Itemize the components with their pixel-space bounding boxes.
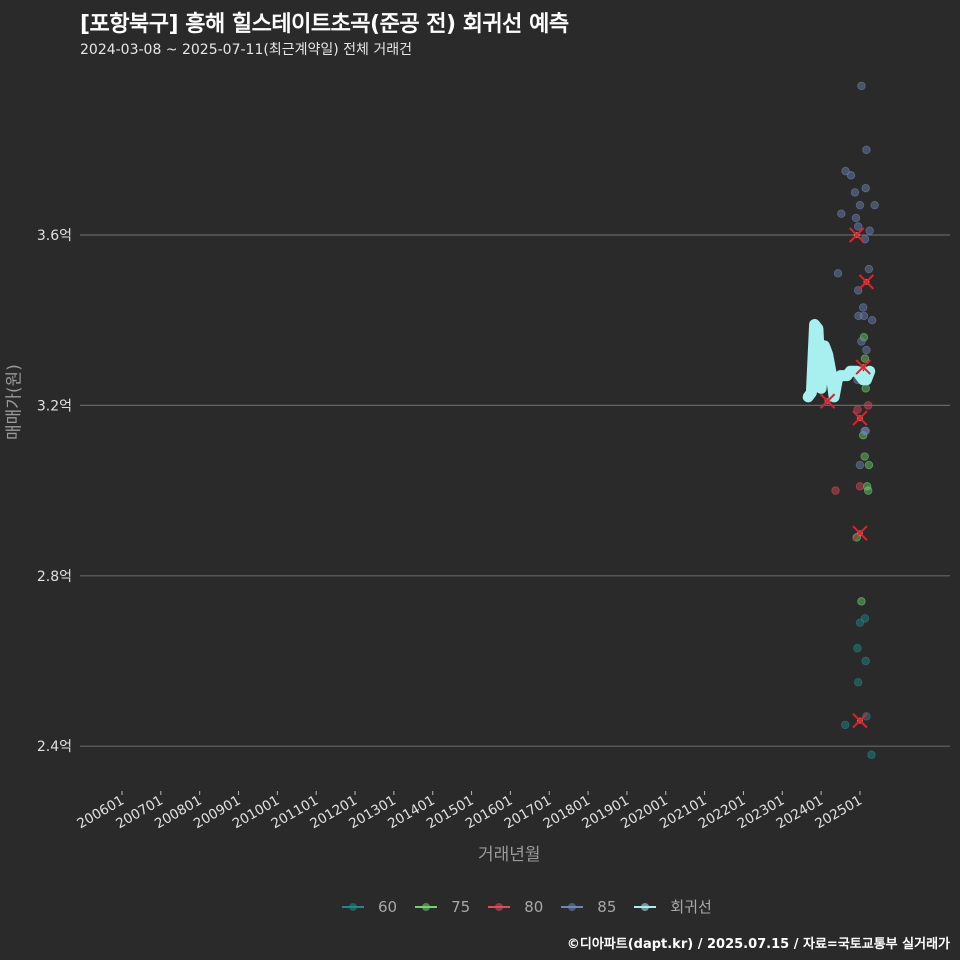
legend-label: 85: [597, 897, 617, 916]
data-point: [850, 188, 860, 197]
data-point: [861, 384, 870, 393]
data-point: [846, 171, 856, 180]
legend-label: 80: [524, 897, 544, 916]
data-point: [862, 712, 871, 721]
y-tick-label: 3.6억: [37, 228, 72, 244]
data-point: [867, 316, 877, 325]
data-point: [863, 401, 873, 410]
legend-key-icon: [486, 899, 512, 915]
legend-key-icon: [413, 899, 439, 915]
data-point: [862, 345, 871, 355]
data-point: [860, 452, 869, 461]
data-point: [859, 311, 869, 321]
scatter-points: [831, 81, 879, 759]
data-point: [861, 656, 870, 666]
y-tick-label: 2.4억: [37, 739, 72, 755]
data-point: [862, 482, 872, 491]
data-point: [858, 303, 868, 312]
legend-item-80: 80: [486, 898, 543, 916]
data-point: [837, 209, 846, 218]
data-point: [862, 145, 871, 154]
data-point: [853, 222, 863, 231]
data-point: [857, 81, 866, 91]
prediction-markers: [819, 227, 875, 729]
data-point: [864, 264, 874, 274]
data-point: [867, 750, 876, 759]
chart-title: [포항북구] 흥해 힐스테이트초곡(준공 전) 회귀선 예측: [80, 12, 569, 37]
data-point: [870, 200, 879, 210]
x-axis-ticks: 2006012007012008012009012010012011012012…: [74, 791, 865, 832]
legend-key-icon: [559, 899, 585, 915]
data-point: [841, 166, 850, 176]
data-point: [860, 614, 870, 623]
data-point: [855, 200, 865, 210]
regression-path: [802, 319, 876, 403]
y-tick-label: 2.8억: [37, 569, 72, 585]
data-point: [853, 644, 862, 653]
legend-key-icon: [632, 899, 658, 915]
data-point: [853, 678, 863, 687]
data-point: [841, 720, 850, 730]
data-point: [855, 460, 865, 470]
data-point: [853, 405, 862, 414]
legend-item-60: 60: [340, 898, 397, 916]
legend-item-regression: 회귀선: [632, 896, 712, 917]
regression-line: [802, 319, 876, 403]
data-point: [864, 460, 874, 470]
legend-item-75: 75: [413, 898, 470, 916]
data-point: [865, 226, 874, 235]
y-tick-label: 3.2억: [37, 398, 72, 414]
data-point: [851, 213, 861, 223]
y-axis-ticks: 2.4억 2.8억 3.2억 3.6억: [37, 228, 72, 755]
source-caption: ©디아파트(dapt.kr) / 2025.07.15 / 자료=국토교통부 실…: [566, 937, 950, 952]
y-axis-label: 매매가(원): [4, 364, 25, 440]
legend: 60 75 80 85 회귀선: [340, 896, 728, 917]
data-point: [860, 354, 870, 363]
data-point: [831, 486, 840, 495]
legend-key-icon: [340, 899, 366, 915]
data-point: [859, 333, 869, 342]
data-point: [861, 183, 870, 193]
data-point: [855, 482, 865, 491]
data-point: [857, 597, 866, 606]
x-axis-label: 거래년월: [478, 845, 541, 865]
data-point: [860, 426, 869, 436]
gridlines: [80, 234, 950, 747]
data-point: [833, 269, 843, 278]
legend-item-85: 85: [559, 898, 616, 916]
legend-label: 60: [378, 897, 398, 916]
legend-label: 회귀선: [670, 898, 712, 916]
chart-subtitle: 2024-03-08 ~ 2025-07-11(최근계약일) 전체 거래건: [80, 42, 412, 58]
legend-label: 75: [451, 897, 471, 916]
data-point: [857, 337, 866, 346]
